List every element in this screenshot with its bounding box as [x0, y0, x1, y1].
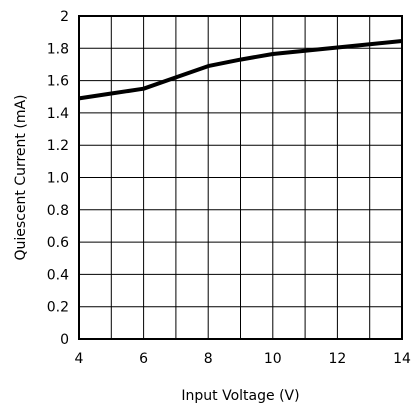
y-tick-label: 1.0	[47, 171, 69, 187]
grid	[79, 16, 402, 339]
y-tick-label: 1.2	[47, 138, 69, 154]
plot-frame	[78, 15, 403, 340]
y-tick-label: 1.8	[47, 41, 69, 57]
series-line	[78, 39, 403, 101]
x-tick-label: 8	[204, 351, 213, 367]
y-tick-label: 2	[60, 9, 69, 25]
y-tick-label: 0.8	[47, 203, 69, 219]
x-tick-label: 12	[328, 351, 346, 367]
x-tick-label: 14	[393, 351, 411, 367]
y-tick-label: 0.2	[47, 300, 69, 316]
y-axis-title: Quiescent Current (mA)	[13, 95, 29, 261]
x-tick-label: 6	[139, 351, 148, 367]
x-tick-label: 4	[75, 351, 84, 367]
y-tick-label: 0.4	[47, 267, 69, 283]
y-tick-label: 0.6	[47, 235, 69, 251]
y-tick-labels: 0 0.2 0.4 0.6 0.8 1.0 1.2 1.4 1.6 1.8 2	[47, 9, 69, 348]
y-tick-label: 1.4	[47, 106, 69, 122]
y-tick-label: 0	[60, 332, 69, 348]
x-tick-labels: 4 6 8 10 12 14	[75, 351, 411, 367]
y-tick-label: 1.6	[47, 74, 69, 90]
x-tick-label: 10	[264, 351, 282, 367]
series-layer	[78, 39, 403, 101]
x-axis-title: Input Voltage (V)	[181, 388, 299, 404]
